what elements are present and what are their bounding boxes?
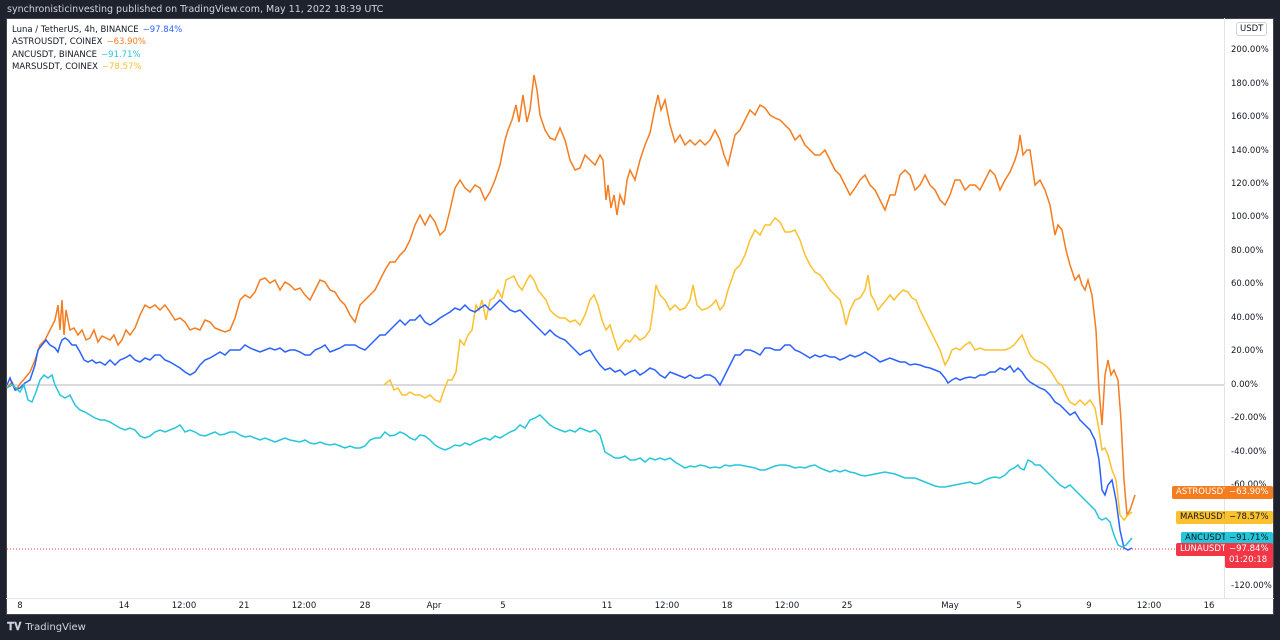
time-axis-divider: [6, 598, 1274, 599]
price-axis-divider: [1224, 18, 1225, 598]
y-tick: -60.00%: [1231, 480, 1267, 490]
y-tick: 0.00%: [1231, 380, 1259, 390]
y-tick: 100.00%: [1231, 212, 1269, 222]
y-tick: 140.00%: [1231, 146, 1269, 156]
y-tick: 200.00%: [1231, 45, 1269, 55]
x-tick: 12:00: [1136, 601, 1162, 611]
x-tick: 8: [17, 601, 23, 611]
luna-value: −97.84%: [1229, 544, 1269, 554]
y-tick: 160.00%: [1231, 112, 1269, 122]
brand-name: TradingView: [25, 621, 86, 633]
series-ancusdt: [6, 373, 1133, 548]
x-tick: 28: [359, 601, 371, 611]
tag-value-anc: −91.71%: [1225, 532, 1273, 545]
y-tick: -120.00%: [1231, 581, 1272, 591]
x-tick: 18: [721, 601, 733, 611]
y-tick: 180.00%: [1231, 79, 1269, 89]
y-tick: 80.00%: [1231, 246, 1264, 256]
x-tick: 12:00: [291, 601, 317, 611]
tag-symbol-mars: MARSUSDT: [1176, 511, 1232, 524]
x-tick: 25: [841, 601, 853, 611]
x-tick: 5: [500, 601, 506, 611]
x-tick: Apr: [426, 601, 442, 611]
y-tick: 60.00%: [1231, 279, 1264, 289]
legend-item-luna[interactable]: Luna / TetherUS, 4h, BINANCE −97.84%: [12, 25, 183, 35]
x-tick: 12:00: [171, 601, 197, 611]
series-marsusdt: [383, 216, 1133, 522]
x-tick: May: [941, 601, 959, 611]
x-tick: 16: [1203, 601, 1215, 611]
tag-symbol-astro: ASTROUSDT: [1172, 486, 1233, 499]
y-tick: -20.00%: [1231, 413, 1267, 423]
tag-value-astro: −63.90%: [1225, 486, 1273, 499]
y-tick: -40.00%: [1231, 447, 1267, 457]
tradingview-branding[interactable]: 𝐓𝐕 TradingView: [7, 620, 86, 634]
legend-item-astro[interactable]: ASTROUSDT, COINEX −63.90%: [12, 37, 146, 48]
legend-item-anc[interactable]: ANCUSDT, BINANCE −91.71%: [12, 49, 141, 60]
series-lunausdt: [6, 298, 1133, 551]
series-astrousdt: [6, 74, 1136, 518]
tag-symbol-anc: ANCUSDT: [1181, 532, 1231, 545]
x-tick: 14: [118, 601, 130, 611]
x-tick: 9: [1086, 601, 1092, 611]
published-header: synchronisticinvesting published on Trad…: [7, 4, 384, 15]
x-tick: 5: [1016, 601, 1022, 611]
series-legend: Luna / TetherUS, 4h, BINANCE −97.84% ASTR…: [12, 24, 182, 73]
y-tick: 20.00%: [1231, 346, 1264, 356]
x-tick: 21: [238, 601, 250, 611]
chart-panel[interactable]: [6, 18, 1274, 615]
x-tick: 11: [601, 601, 613, 611]
bar-countdown: 01:20:18: [1229, 555, 1268, 565]
y-tick: 120.00%: [1231, 179, 1269, 189]
tag-symbol-luna: LUNAUSDT: [1176, 543, 1231, 556]
currency-label[interactable]: USDT: [1236, 22, 1268, 36]
tradingview-logo-icon: 𝐓𝐕: [7, 620, 22, 633]
x-tick: 12:00: [654, 601, 680, 611]
y-tick: 40.00%: [1231, 313, 1264, 323]
x-tick: 12:00: [774, 601, 800, 611]
legend-item-mars[interactable]: MARSUSDT, COINEX −78.57%: [12, 61, 142, 72]
tag-value-mars: −78.57%: [1225, 511, 1273, 524]
tag-value-luna: −97.84% 01:20:18: [1225, 543, 1273, 568]
